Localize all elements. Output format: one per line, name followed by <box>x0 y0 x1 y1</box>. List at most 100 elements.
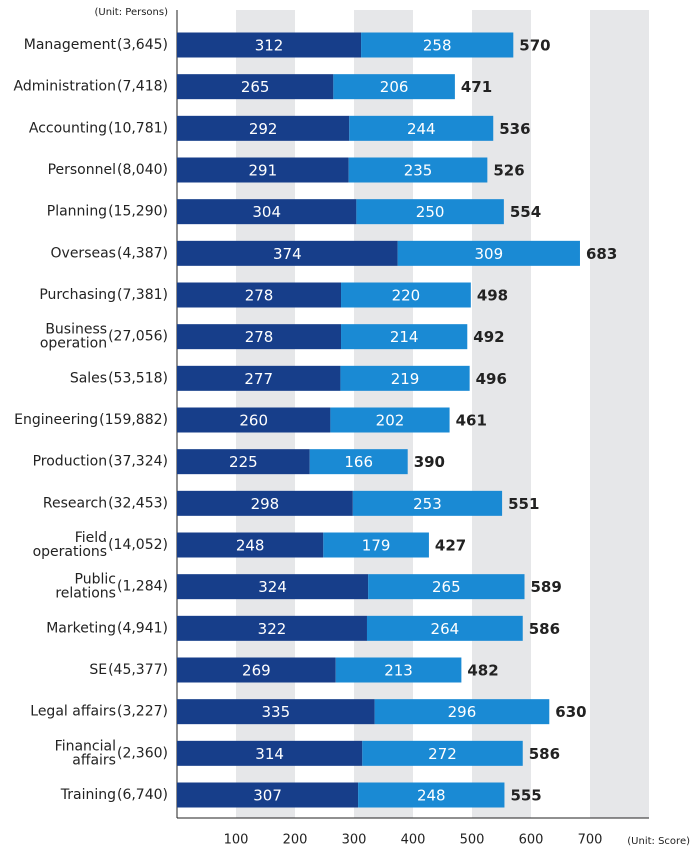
bar <box>309 449 408 475</box>
value-label: 202 <box>376 412 405 430</box>
x-tick-label: 400 <box>401 833 426 848</box>
total-label: 570 <box>519 37 550 55</box>
bar <box>397 240 580 266</box>
bar <box>177 490 353 516</box>
persons-label: (15,290) <box>108 204 168 220</box>
persons-label: (7,418) <box>117 79 168 95</box>
value-label: 292 <box>249 120 278 138</box>
total-label: 554 <box>510 203 541 221</box>
category-label: Training <box>60 787 116 803</box>
value-label: 269 <box>242 662 271 680</box>
value-label: 206 <box>380 78 409 96</box>
bar <box>177 740 363 766</box>
total-label: 630 <box>555 703 586 721</box>
value-label: 277 <box>244 370 273 388</box>
bar <box>177 32 362 58</box>
persons-label: (32,453) <box>108 495 168 511</box>
total-label: 498 <box>477 287 508 305</box>
value-label: 314 <box>255 745 284 763</box>
band <box>590 10 649 818</box>
persons-label: (10,781) <box>108 120 168 136</box>
total-label: 492 <box>473 328 504 346</box>
total-label: 390 <box>414 453 445 471</box>
bar <box>356 199 504 225</box>
bar <box>368 574 525 600</box>
category-label: Sales <box>70 370 107 386</box>
persons-label: (6,740) <box>117 787 168 803</box>
total-label: 427 <box>435 537 466 555</box>
bar <box>374 699 550 725</box>
category-label: Management <box>24 37 117 53</box>
value-label: 260 <box>239 412 268 430</box>
value-label: 265 <box>432 578 461 596</box>
category-label: SE <box>89 662 107 678</box>
bar <box>177 782 359 808</box>
category-label: Financial affairs <box>55 738 116 768</box>
persons-label: (2,360) <box>117 745 168 761</box>
total-label: 496 <box>476 370 507 388</box>
value-label: 220 <box>392 287 421 305</box>
total-label: 683 <box>586 245 617 263</box>
category-label: Research <box>43 495 107 511</box>
value-label: 324 <box>258 578 287 596</box>
bar <box>361 32 514 58</box>
bar <box>177 115 350 141</box>
persons-label: (8,040) <box>117 162 168 178</box>
total-label: 526 <box>493 162 524 180</box>
persons-label: (4,387) <box>117 245 168 261</box>
value-label: 322 <box>258 620 287 638</box>
bar <box>352 490 503 516</box>
bar <box>341 282 471 308</box>
bar <box>349 115 494 141</box>
total-label: 586 <box>529 745 560 763</box>
bar <box>177 157 349 183</box>
x-tick-label: 500 <box>460 833 485 848</box>
x-tick-label: 700 <box>578 833 603 848</box>
bar <box>177 365 341 391</box>
persons-label: (3,645) <box>117 37 168 53</box>
persons-label: (45,377) <box>108 662 168 678</box>
bar <box>177 615 367 641</box>
value-label: 298 <box>251 495 280 513</box>
persons-label: (27,056) <box>108 329 168 345</box>
x-tick-label: 600 <box>519 833 544 848</box>
value-label: 258 <box>423 37 452 55</box>
bar <box>177 574 369 600</box>
total-label: 586 <box>529 620 560 638</box>
persons-label: (159,882) <box>99 412 168 428</box>
value-label: 272 <box>428 745 457 763</box>
bar <box>341 324 468 350</box>
bar <box>177 449 310 475</box>
value-label: 166 <box>344 453 373 471</box>
bar <box>366 615 523 641</box>
value-label: 244 <box>407 120 436 138</box>
value-label: 278 <box>245 287 274 305</box>
category-label: Personnel <box>48 162 116 178</box>
bar <box>177 407 331 433</box>
bar <box>330 407 450 433</box>
bar <box>323 532 429 558</box>
value-label: 250 <box>416 203 445 221</box>
category-label: Business operation <box>40 322 107 352</box>
bar <box>177 657 336 683</box>
total-label: 482 <box>467 662 498 680</box>
value-label: 213 <box>384 662 413 680</box>
category-label: Field operations <box>33 530 108 560</box>
value-label: 248 <box>236 537 265 555</box>
value-label: 312 <box>255 37 284 55</box>
bar <box>335 657 462 683</box>
value-label: 309 <box>474 245 503 263</box>
persons-label: (3,227) <box>117 704 168 720</box>
unit-right: (Unit: Score) <box>627 836 690 847</box>
category-label: Planning <box>47 204 107 220</box>
persons-label: (7,381) <box>117 287 168 303</box>
category-label: Engineering <box>14 412 98 428</box>
value-label: 307 <box>253 787 282 805</box>
category-label: Administration <box>14 79 116 95</box>
x-tick-label: 200 <box>283 833 308 848</box>
value-label: 264 <box>431 620 460 638</box>
total-label: 461 <box>456 412 487 430</box>
persons-label: (37,324) <box>108 454 168 470</box>
bar <box>340 365 470 391</box>
